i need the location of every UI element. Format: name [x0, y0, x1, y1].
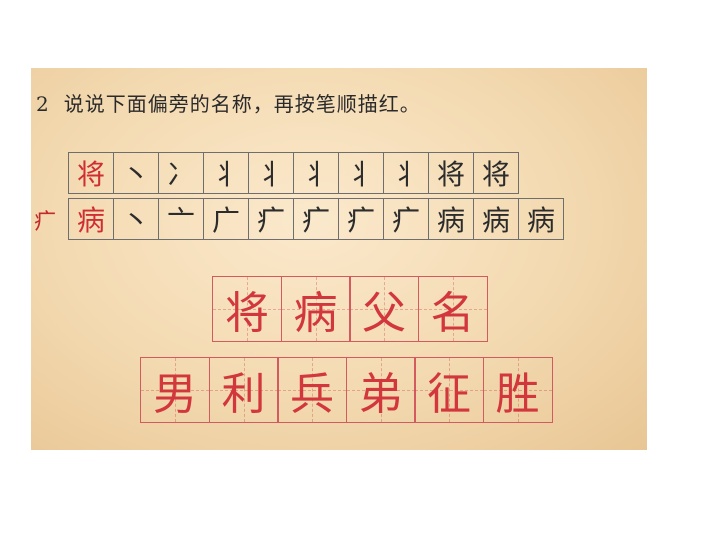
- stroke-cell: 疒: [249, 199, 294, 240]
- stroke-cell: 疒: [339, 199, 384, 240]
- practice-box: 弟: [346, 357, 416, 423]
- practice-box: 胜: [483, 357, 553, 423]
- practice-box: 征: [414, 357, 484, 423]
- stroke-cell: 丶: [114, 199, 159, 240]
- practice-character: 利: [222, 358, 266, 422]
- practice-box: 父: [349, 276, 419, 342]
- stroke-cell: 亠: [159, 199, 204, 240]
- practice-box: 名: [418, 276, 488, 342]
- stroke-cell: 病: [429, 199, 474, 240]
- stroke-order-row-1: 将 丶 冫 丬 丬 丬 丬 丬 将 将: [68, 152, 519, 194]
- practice-character: 兵: [290, 358, 334, 422]
- stroke-cell: 丶: [114, 153, 159, 194]
- practice-box: 男: [140, 357, 210, 423]
- practice-character: 胜: [496, 358, 540, 422]
- stroke-row-1-character: 将: [69, 153, 114, 194]
- stroke-cell: 将: [474, 153, 519, 194]
- practice-row-2: 男 利 兵 弟 征 胜: [140, 357, 551, 423]
- practice-character: 病: [294, 277, 338, 341]
- instruction-text: 说说下面偏旁的名称，再按笔顺描红。: [64, 92, 421, 116]
- stroke-cell: 将: [429, 153, 474, 194]
- practice-box: 病: [281, 276, 351, 342]
- stroke-cell: 丬: [384, 153, 429, 194]
- stroke-cell: 丬: [339, 153, 384, 194]
- stroke-cell: 病: [519, 199, 564, 240]
- practice-row-1: 将 病 父 名: [212, 276, 486, 342]
- stroke-cell: 丬: [204, 153, 249, 194]
- stroke-cell: 疒: [294, 199, 339, 240]
- exercise-number: 2: [36, 92, 50, 116]
- stroke-cell: 丬: [294, 153, 339, 194]
- stroke-order-row-2: 病 丶 亠 广 疒 疒 疒 疒 病 病 病: [68, 198, 564, 240]
- stroke-cell: 疒: [384, 199, 429, 240]
- stroke-cell: 广: [204, 199, 249, 240]
- radical-label: 疒: [34, 204, 56, 236]
- stroke-cell: 丬: [249, 153, 294, 194]
- stroke-cell: 冫: [159, 153, 204, 194]
- practice-box: 兵: [277, 357, 347, 423]
- stroke-row-2-character: 病: [69, 199, 114, 240]
- stroke-cell: 病: [474, 199, 519, 240]
- practice-box: 将: [212, 276, 282, 342]
- practice-character: 征: [427, 358, 471, 422]
- practice-character: 将: [225, 277, 269, 341]
- practice-character: 弟: [359, 358, 403, 422]
- practice-box: 利: [209, 357, 279, 423]
- exercise-instruction: 2 说说下面偏旁的名称，再按笔顺描红。: [36, 88, 421, 117]
- practice-character: 父: [362, 277, 406, 341]
- practice-character: 名: [431, 277, 475, 341]
- practice-character: 男: [153, 358, 197, 422]
